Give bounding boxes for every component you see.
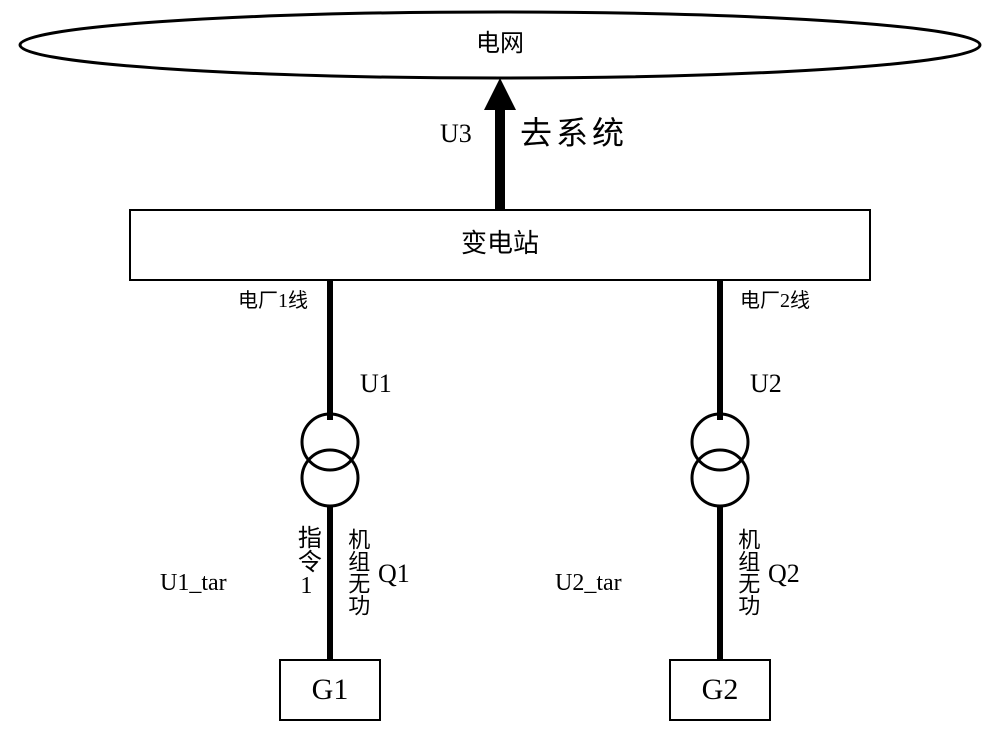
u3-label: U3 [440,120,472,149]
q1-label: Q1 [378,560,410,589]
to-system-label: 去系统 [520,116,628,151]
g1-label: G1 [280,673,380,706]
q2-desc: 机组无功 [735,528,759,616]
q1-desc: 机组无功 [345,528,369,616]
right-line-label: 电厂2线 [740,290,810,312]
u1-label: U1 [360,370,392,399]
branch-right [670,280,770,720]
left-line-label: 电厂1线 [238,290,308,312]
arrow-to-system [484,78,516,210]
u2-tar-label: U2_tar [555,570,622,596]
g2-label: G2 [670,673,770,706]
grid-label: 电网 [0,31,1000,57]
cmd1-label: 指令1 [293,525,319,599]
branch-left [280,280,380,720]
q2-label: Q2 [768,560,800,589]
u1-tar-label: U1_tar [160,570,227,596]
u2-label: U2 [750,370,782,399]
substation-label: 变电站 [130,230,870,259]
